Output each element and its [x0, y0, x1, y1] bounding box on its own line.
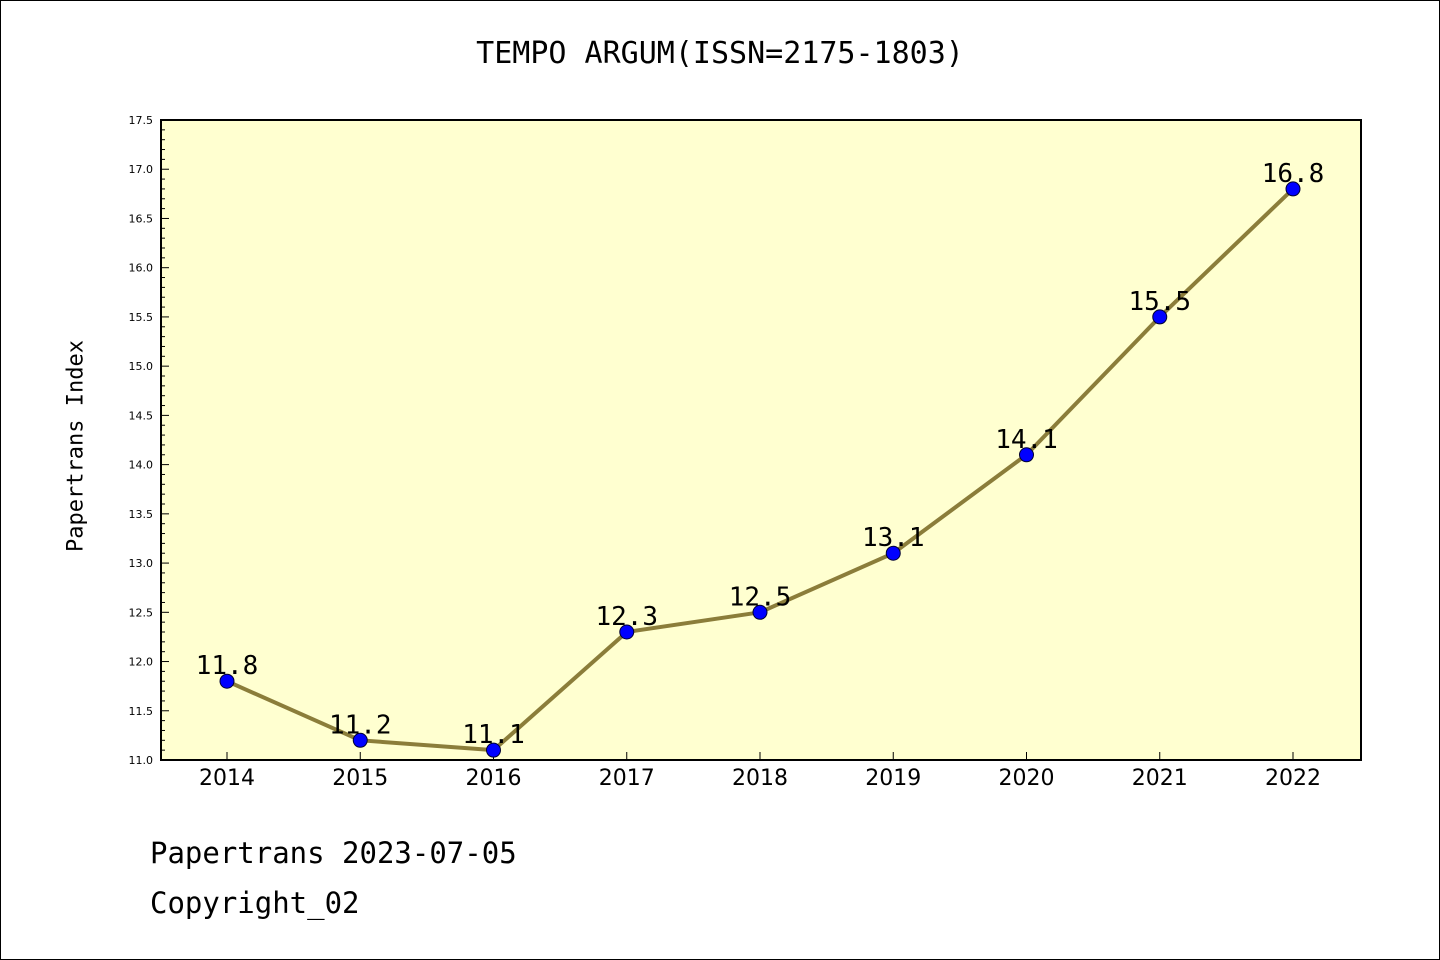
data-label: 12.5 [729, 582, 792, 612]
data-point [619, 624, 635, 640]
x-tick-label: 2017 [599, 766, 655, 791]
x-tick-label: 2022 [1265, 766, 1321, 791]
data-point [1019, 447, 1034, 463]
data-point [752, 604, 768, 620]
y-tick-label: 12.5 [129, 606, 154, 619]
x-tick-label: 2016 [466, 766, 522, 791]
y-tick-label: 17.0 [129, 163, 154, 176]
x-tick-label: 2020 [999, 766, 1055, 791]
plot-area [161, 120, 1361, 760]
y-tick-label: 15.5 [129, 311, 154, 324]
chart-title: TEMPO ARGUM(ISSN=2175-1803) [476, 36, 964, 71]
y-tick-label: 13.5 [129, 508, 154, 521]
data-point [352, 732, 368, 748]
y-tick-label: 16.5 [129, 212, 154, 225]
y-tick-label: 17.5 [129, 114, 154, 127]
data-label: 12.3 [595, 602, 658, 632]
footer-copyright: Copyright_02 [150, 886, 360, 920]
y-tick-label: 11.5 [129, 705, 154, 718]
y-tick-label: 13.0 [129, 557, 154, 570]
data-label: 14.1 [995, 425, 1058, 455]
y-tick-label: 11.0 [129, 754, 154, 767]
footer-date: Papertrans 2023-07-05 [150, 836, 517, 870]
y-tick-label: 12.0 [129, 656, 154, 669]
y-tick-label: 14.5 [129, 409, 154, 422]
y-tick-label: 14.0 [129, 459, 154, 472]
x-tick-label: 2015 [332, 766, 388, 791]
data-label: 13.1 [862, 523, 925, 553]
data-point [219, 673, 235, 689]
x-tick-label: 2021 [1132, 766, 1188, 791]
x-tick-label: 2014 [199, 766, 255, 791]
y-tick-label: 16.0 [129, 262, 154, 275]
data-label: 15.5 [1128, 287, 1191, 317]
data-label: 11.1 [462, 720, 525, 750]
data-point [885, 545, 901, 561]
data-label: 11.2 [329, 710, 392, 740]
data-label: 11.8 [196, 651, 259, 681]
data-point [1285, 181, 1301, 197]
data-label: 16.8 [1262, 159, 1325, 189]
x-tick-label: 2018 [732, 766, 788, 791]
data-point [486, 742, 501, 758]
y-tick-label: 15.0 [129, 360, 154, 373]
x-tick-label: 2019 [865, 766, 921, 791]
data-point [1152, 309, 1168, 325]
plot-border [160, 119, 1362, 761]
